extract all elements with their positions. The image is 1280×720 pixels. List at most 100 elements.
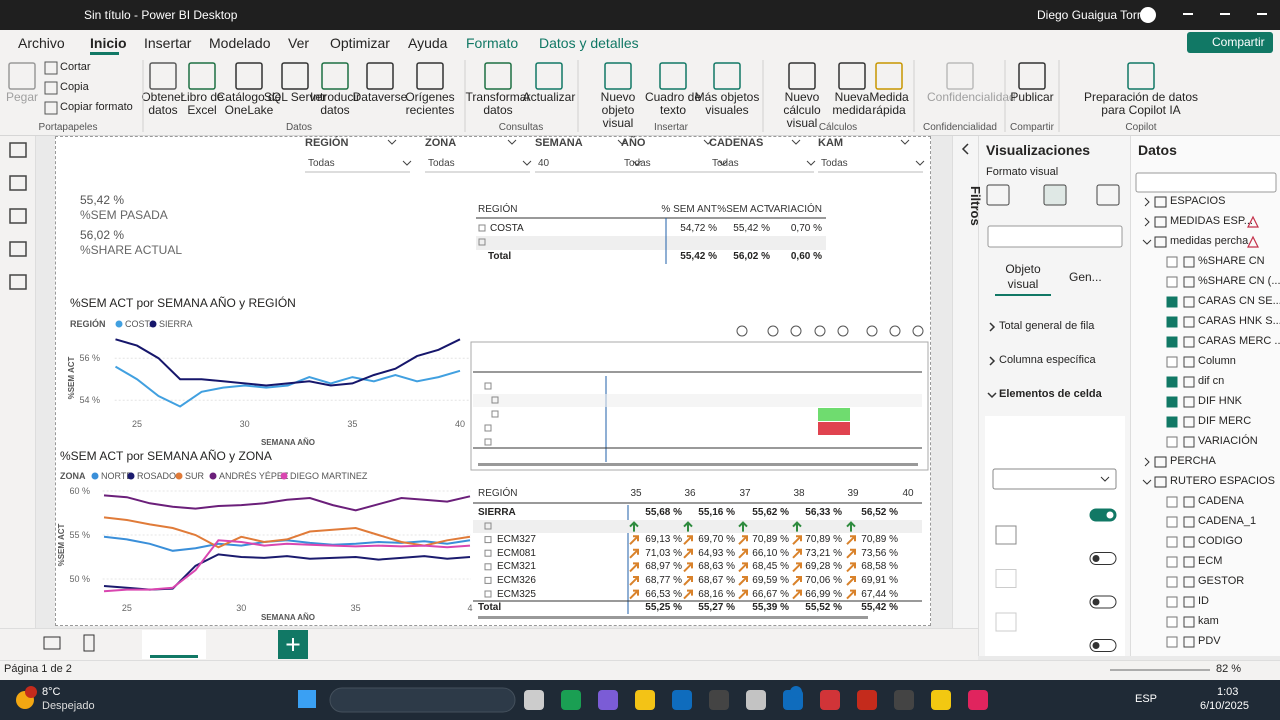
menu-tab[interactable]: Archivo (18, 35, 65, 51)
pane-tab[interactable]: Objeto visual (1005, 262, 1041, 291)
expand-chevron (1144, 197, 1150, 207)
ribbon-button[interactable]: Actualizar (522, 90, 576, 104)
format-section[interactable]: Columna específica (999, 354, 1096, 366)
ribbon-button[interactable]: Publicar (1010, 90, 1054, 104)
menu-tab[interactable]: Datos y detalles (539, 35, 639, 51)
chart-title: %SEM ACT por SEMANA AÑO y ZONA (60, 449, 272, 463)
filters-label: Filtros (968, 186, 983, 226)
data-field[interactable]: ECM (1198, 555, 1223, 567)
menu-tab[interactable]: Ver (288, 35, 310, 51)
share-button[interactable] (1187, 32, 1273, 53)
table-cell: 55,42 % (680, 251, 717, 262)
ribbon-button[interactable]: Dataverse (352, 90, 408, 104)
data-field[interactable]: DIF HNK (1198, 395, 1242, 407)
checkbox (1166, 296, 1178, 308)
data-field[interactable]: ID (1198, 595, 1209, 607)
data-table[interactable]: medidas percha (1170, 235, 1249, 247)
menu-tab[interactable]: Optimizar (330, 35, 390, 51)
data-table[interactable]: RUTERO ESPACIOS (1170, 475, 1275, 487)
menu-tab[interactable]: Insertar (144, 35, 192, 51)
format-section[interactable]: Elementos de celda (999, 388, 1102, 400)
data-table[interactable]: PERCHA (1170, 455, 1216, 467)
slicer-chevron (507, 139, 517, 145)
menu-tab[interactable]: Inicio (90, 35, 127, 51)
page-indicator: Página 1 de 2 (4, 663, 72, 675)
data-field[interactable]: CODIGO (1198, 535, 1243, 547)
data-field[interactable]: CADENA (1198, 495, 1244, 507)
data-table[interactable]: MEDIDAS ESP... (1170, 215, 1253, 227)
ribbon-small-icon (44, 101, 58, 115)
ribbon-button[interactable]: Nuevo cálculo visual (783, 90, 821, 130)
checkbox (1166, 536, 1178, 548)
ribbon-button[interactable]: Copia (60, 81, 89, 93)
data-field[interactable]: %SHARE CN (1198, 255, 1265, 267)
ribbon-button[interactable]: Libro de Excel (180, 90, 224, 117)
ribbon-group-label: Insertar (654, 122, 688, 133)
data-field[interactable]: CADENA_1 (1198, 515, 1257, 527)
trend-arrow (846, 521, 856, 532)
ribbon-button[interactable]: Preparación de datos para Copilot IA (1083, 90, 1199, 117)
data-field[interactable]: CARAS CN SE... (1198, 295, 1280, 307)
mobile-icon (83, 634, 95, 652)
ribbon-button[interactable]: Orígenes recientes (405, 90, 455, 117)
table-cell: 56,02 % (733, 251, 770, 262)
ribbon-icon (484, 62, 512, 90)
format-section[interactable]: Total general de fila (999, 320, 1095, 332)
ribbon-button[interactable]: SQL Server (263, 90, 327, 104)
data-field[interactable]: VARIACIÓN (1198, 435, 1258, 447)
ribbon-button[interactable]: Pegar (5, 90, 39, 104)
menu-tab[interactable]: Formato (466, 35, 519, 51)
input-language[interactable]: ESP (1135, 693, 1158, 705)
nav-icon (9, 274, 27, 290)
ribbon-button[interactable]: Nuevo objeto visual (600, 90, 636, 130)
toggle-knob (1106, 511, 1114, 519)
ribbon-button[interactable]: Cuadro de texto (644, 90, 702, 117)
matrix-cell: 68,45 % (752, 561, 789, 573)
page-tab (142, 630, 206, 659)
data-field[interactable]: kam (1198, 615, 1219, 627)
ribbon-button[interactable]: Nueva medida (832, 90, 872, 117)
data-field[interactable]: GESTOR (1198, 575, 1245, 587)
series-line (103, 553, 471, 591)
ribbon-button[interactable]: Introducir datos (309, 90, 361, 117)
x-axis-label: SEMANA AÑO (261, 438, 315, 447)
matrix-cell: 55,62 % (752, 507, 789, 518)
data-field[interactable]: dif cn (1198, 375, 1225, 387)
expand-chevron (1144, 457, 1150, 467)
fx-button (995, 525, 1017, 545)
field-icon (1183, 616, 1195, 628)
ribbon-button[interactable]: Transformar datos (465, 90, 531, 117)
field-icon (1183, 556, 1195, 568)
data-field[interactable]: CARAS MERC ... (1198, 335, 1280, 347)
data-table[interactable]: ESPACIOS (1170, 195, 1226, 207)
search-box (1135, 172, 1277, 193)
taskbar-app (857, 690, 877, 710)
data-field[interactable]: CARAS HNK S... (1198, 315, 1280, 327)
pane-tab[interactable]: Gen... (1069, 270, 1102, 284)
data-field[interactable]: Column (1198, 355, 1236, 367)
data-field[interactable]: DIF MERC (1198, 415, 1252, 427)
data-field[interactable]: %SHARE CN (... (1198, 275, 1280, 287)
matrix-row-band (473, 520, 922, 533)
ribbon-button[interactable]: Medida rápida (869, 90, 909, 117)
series-line (114, 365, 461, 408)
x-tick-label: 30 (240, 419, 250, 429)
menu-tab[interactable]: Ayuda (408, 35, 448, 51)
trend-arrow (683, 576, 693, 586)
ribbon-button[interactable]: Catálogo de OneLake (216, 90, 282, 117)
ribbon-button[interactable]: Obtener datos (141, 90, 185, 117)
visual-header-icon (912, 325, 924, 337)
table-cell: COSTA (490, 223, 524, 234)
menu-tab[interactable]: Modelado (209, 35, 271, 51)
collapse-icon (961, 143, 969, 155)
y-tick-label: 60 % (69, 486, 90, 496)
ribbon-button[interactable]: Cortar (60, 61, 91, 73)
start-button (298, 690, 316, 708)
matrix-header: REGIÓN (478, 488, 518, 499)
ribbon-icon (604, 62, 632, 90)
ribbon-button[interactable]: Más objetos visuales (694, 90, 760, 117)
data-field[interactable]: PDV (1198, 635, 1221, 647)
matrix-cell: 70,89 % (861, 534, 898, 546)
ribbon-button[interactable]: Copiar formato (60, 101, 133, 113)
slicer-chevron (900, 139, 910, 145)
